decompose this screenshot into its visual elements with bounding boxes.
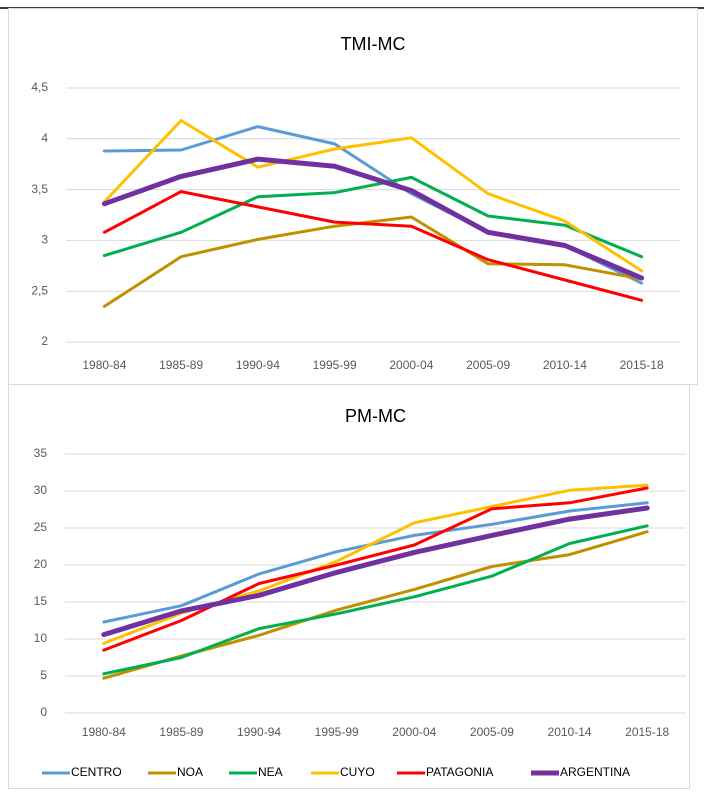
x-tick-label: 2000-04 xyxy=(392,725,436,739)
legend-label: CUYO xyxy=(340,765,375,779)
y-tick-label: 4 xyxy=(41,131,48,145)
x-tick-label: 1980-84 xyxy=(82,725,126,739)
series-line xyxy=(102,119,644,273)
y-tick-label: 4,5 xyxy=(31,80,48,94)
series-line xyxy=(102,190,644,302)
x-tick-label: 1980-84 xyxy=(82,358,126,372)
x-tick-label: 2010-14 xyxy=(543,358,587,372)
y-tick-label: 35 xyxy=(34,446,48,460)
legend-label: NEA xyxy=(258,765,283,779)
y-tick-label: 5 xyxy=(40,668,47,682)
chart-title: TMI-MC xyxy=(341,34,406,54)
chart-title: PM-MC xyxy=(345,406,406,426)
y-tick-label: 3,5 xyxy=(31,182,48,196)
x-tick-label: 1995-99 xyxy=(313,358,357,372)
y-tick-label: 10 xyxy=(34,631,48,645)
x-tick-label: 1985-89 xyxy=(159,358,203,372)
legend-label: ARGENTINA xyxy=(560,765,630,779)
series-line xyxy=(102,175,644,259)
y-tick-label: 3 xyxy=(41,233,48,247)
x-tick-label: 2005-09 xyxy=(466,358,510,372)
series-line xyxy=(101,156,645,281)
y-tick-label: 25 xyxy=(34,520,48,534)
x-tick-label: 1990-94 xyxy=(236,358,280,372)
series-line xyxy=(101,505,650,638)
x-tick-label: 2010-14 xyxy=(548,725,592,739)
series-line xyxy=(102,125,644,285)
y-tick-label: 20 xyxy=(34,557,48,571)
series-line xyxy=(102,524,649,676)
y-tick-label: 15 xyxy=(34,594,48,608)
legend-label: CENTRO xyxy=(71,765,122,779)
x-tick-label: 1985-89 xyxy=(159,725,203,739)
y-tick-label: 2 xyxy=(41,334,48,348)
chart-frame xyxy=(8,8,698,385)
legend-label: PATAGONIA xyxy=(426,765,493,779)
x-tick-label: 2015-18 xyxy=(620,358,664,372)
y-tick-label: 0 xyxy=(40,705,47,719)
x-tick-label: 2005-09 xyxy=(470,725,514,739)
series-line xyxy=(102,215,644,308)
series-line xyxy=(102,486,649,652)
x-tick-label: 2015-18 xyxy=(625,725,669,739)
y-tick-label: 30 xyxy=(34,483,48,497)
x-tick-label: 1990-94 xyxy=(237,725,281,739)
x-tick-label: 2000-04 xyxy=(389,358,433,372)
x-tick-label: 1995-99 xyxy=(315,725,359,739)
y-tick-label: 2,5 xyxy=(31,283,48,297)
legend-label: NOA xyxy=(177,765,203,779)
chart-frame xyxy=(8,384,690,789)
